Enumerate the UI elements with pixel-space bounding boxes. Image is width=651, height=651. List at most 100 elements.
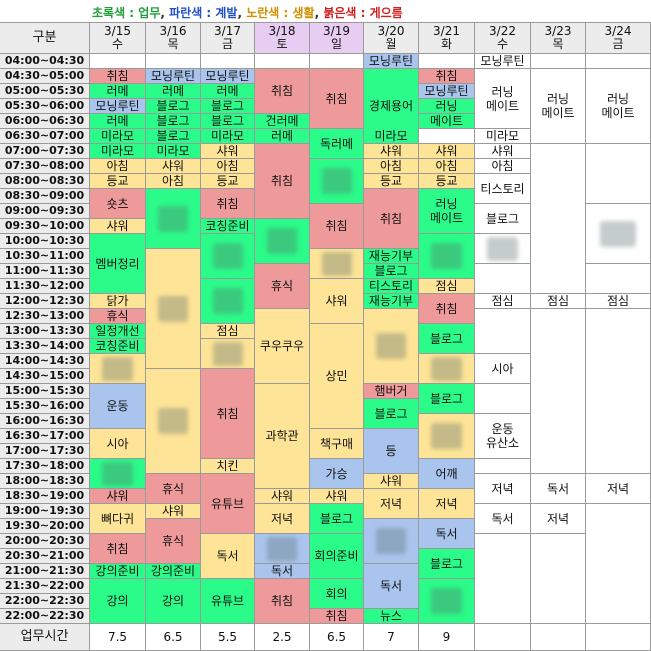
schedule-entry[interactable]: 아침 bbox=[419, 159, 475, 174]
day-header[interactable]: 3/18 토 bbox=[255, 22, 310, 54]
schedule-entry[interactable] bbox=[531, 144, 586, 294]
schedule-entry[interactable]: 과학관 bbox=[255, 384, 310, 489]
schedule-entry[interactable] bbox=[586, 54, 651, 69]
schedule-entry[interactable]: 등교 bbox=[364, 174, 419, 189]
schedule-entry[interactable]: 취침 bbox=[310, 609, 364, 624]
schedule-entry[interactable]: 건러메 bbox=[255, 114, 310, 129]
schedule-entry[interactable] bbox=[531, 309, 586, 474]
schedule-entry[interactable]: 멤버정리 bbox=[90, 234, 146, 294]
schedule-entry[interactable] bbox=[201, 339, 255, 369]
schedule-entry[interactable]: 러닝 메이트 bbox=[586, 69, 651, 144]
schedule-entry[interactable]: 취침 bbox=[419, 294, 475, 324]
schedule-entry[interactable] bbox=[201, 234, 255, 279]
schedule-entry[interactable]: 쿠우쿠우 bbox=[255, 309, 310, 384]
schedule-entry[interactable] bbox=[586, 204, 651, 264]
schedule-entry[interactable]: 티스토리 bbox=[364, 279, 419, 294]
schedule-entry[interactable] bbox=[364, 519, 419, 564]
schedule-entry[interactable]: 코칭준비 bbox=[201, 219, 255, 234]
schedule-entry[interactable]: 샤워 bbox=[310, 489, 364, 504]
schedule-entry[interactable]: 블로그 bbox=[364, 264, 419, 279]
schedule-entry[interactable]: 휴식 bbox=[255, 264, 310, 309]
schedule-entry[interactable]: 메이트 bbox=[419, 114, 475, 129]
schedule-entry[interactable] bbox=[90, 54, 146, 69]
schedule-entry[interactable]: 운동 bbox=[90, 384, 146, 429]
schedule-entry[interactable]: 저녁 bbox=[586, 474, 651, 504]
schedule-entry[interactable]: 러메 bbox=[146, 84, 201, 99]
day-header[interactable]: 3/23 목 bbox=[531, 22, 586, 54]
schedule-entry[interactable]: 독서 bbox=[201, 534, 255, 579]
schedule-entry[interactable]: 러메 bbox=[90, 84, 146, 99]
schedule-entry[interactable] bbox=[531, 534, 586, 624]
schedule-entry[interactable]: 샤워 bbox=[90, 489, 146, 504]
schedule-entry[interactable]: 샤워 bbox=[419, 144, 475, 159]
schedule-entry[interactable]: 책구매 bbox=[310, 429, 364, 459]
schedule-entry[interactable]: 회의 bbox=[310, 579, 364, 609]
schedule-entry[interactable]: 점심 bbox=[531, 294, 586, 309]
day-header[interactable]: 3/16 목 bbox=[146, 22, 201, 54]
schedule-entry[interactable]: 러메 bbox=[201, 84, 255, 99]
schedule-entry[interactable]: 블로그 bbox=[201, 114, 255, 129]
schedule-entry[interactable]: 취침 bbox=[419, 69, 475, 84]
schedule-entry[interactable]: 샤워 bbox=[201, 144, 255, 159]
schedule-entry[interactable]: 뉴스 bbox=[364, 609, 419, 624]
schedule-entry[interactable] bbox=[586, 309, 651, 474]
schedule-entry[interactable]: 샤워 bbox=[90, 219, 146, 234]
schedule-entry[interactable]: 상민 bbox=[310, 324, 364, 429]
schedule-entry[interactable] bbox=[255, 534, 310, 564]
schedule-entry[interactable]: 휴식 bbox=[146, 519, 201, 564]
schedule-entry[interactable] bbox=[364, 309, 419, 384]
schedule-entry[interactable]: 햄버거 bbox=[364, 384, 419, 399]
schedule-entry[interactable] bbox=[255, 54, 310, 69]
schedule-entry[interactable]: 저녁 bbox=[364, 489, 419, 519]
schedule-entry[interactable] bbox=[586, 504, 651, 624]
schedule-entry[interactable] bbox=[475, 309, 531, 354]
schedule-entry[interactable]: 블로그 bbox=[310, 504, 364, 534]
schedule-entry[interactable]: 블로그 bbox=[419, 384, 475, 414]
day-header[interactable]: 3/17 금 bbox=[201, 22, 255, 54]
schedule-entry[interactable]: 등교 bbox=[419, 174, 475, 189]
schedule-entry[interactable]: 미라모 bbox=[364, 129, 419, 144]
schedule-entry[interactable]: 블로그 bbox=[419, 549, 475, 579]
schedule-entry[interactable] bbox=[475, 459, 531, 474]
day-header[interactable]: 3/22 수 bbox=[475, 22, 531, 54]
schedule-entry[interactable]: 코칭준비 bbox=[90, 339, 146, 354]
schedule-entry[interactable]: 등교 bbox=[90, 174, 146, 189]
schedule-entry[interactable]: 유튜브 bbox=[201, 474, 255, 534]
schedule-entry[interactable]: 강의 bbox=[90, 579, 146, 624]
schedule-entry[interactable]: 독러메 bbox=[310, 129, 364, 159]
schedule-entry[interactable]: 취침 bbox=[255, 69, 310, 114]
schedule-entry[interactable]: 모닝루틴 bbox=[364, 54, 419, 69]
schedule-entry[interactable]: 아침 bbox=[146, 174, 201, 189]
schedule-entry[interactable] bbox=[586, 264, 651, 294]
schedule-entry[interactable]: 취침 bbox=[255, 579, 310, 624]
schedule-entry[interactable] bbox=[475, 234, 531, 264]
schedule-entry[interactable]: 아침 bbox=[90, 159, 146, 174]
schedule-entry[interactable]: 강의 bbox=[146, 579, 201, 624]
schedule-entry[interactable]: 러닝 메이트 bbox=[419, 189, 475, 234]
schedule-entry[interactable]: 뼈다귀 bbox=[90, 504, 146, 534]
schedule-entry[interactable]: 모닝루틴 bbox=[419, 84, 475, 99]
schedule-entry[interactable]: 블로그 bbox=[201, 99, 255, 114]
schedule-entry[interactable] bbox=[475, 264, 531, 294]
schedule-entry[interactable]: 샤워 bbox=[364, 144, 419, 159]
schedule-entry[interactable]: 독서 bbox=[364, 564, 419, 609]
day-header[interactable]: 3/21 화 bbox=[419, 22, 475, 54]
schedule-entry[interactable] bbox=[255, 219, 310, 264]
schedule-entry[interactable]: 샤워 bbox=[146, 159, 201, 174]
schedule-entry[interactable]: 점심 bbox=[419, 279, 475, 294]
schedule-entry[interactable]: 아침 bbox=[364, 159, 419, 174]
schedule-entry[interactable]: 저녁 bbox=[255, 504, 310, 534]
day-header[interactable]: 3/20 월 bbox=[364, 22, 419, 54]
schedule-entry[interactable]: 독서 bbox=[475, 504, 531, 534]
schedule-entry[interactable] bbox=[586, 144, 651, 204]
schedule-entry[interactable]: 저녁 bbox=[531, 504, 586, 534]
schedule-entry[interactable]: 블로그 bbox=[364, 399, 419, 429]
schedule-entry[interactable]: 샤워 bbox=[475, 144, 531, 159]
schedule-entry[interactable]: 재능기부 bbox=[364, 249, 419, 264]
schedule-entry[interactable] bbox=[146, 369, 201, 474]
schedule-entry[interactable]: 아침 bbox=[475, 159, 531, 174]
schedule-entry[interactable]: 러닝 bbox=[419, 99, 475, 114]
schedule-entry[interactable]: 취침 bbox=[201, 369, 255, 459]
schedule-entry[interactable]: 시아 bbox=[475, 354, 531, 384]
schedule-entry[interactable]: 휴식 bbox=[146, 474, 201, 504]
